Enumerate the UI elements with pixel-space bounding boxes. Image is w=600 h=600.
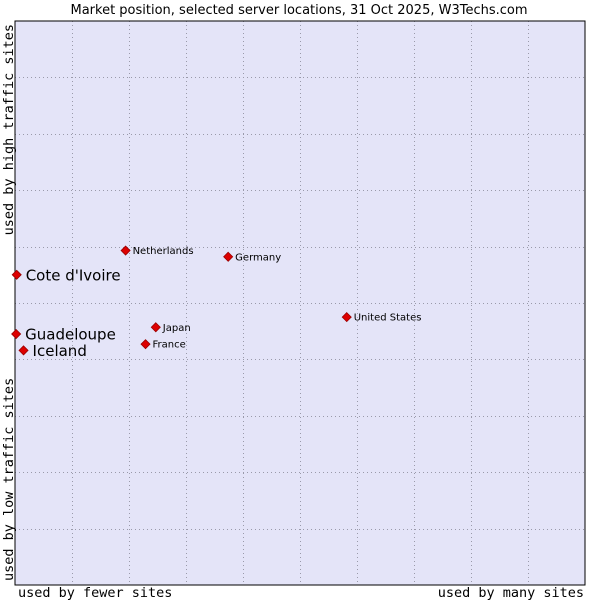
point-germany	[223, 251, 234, 262]
point-united-states	[341, 312, 352, 323]
point-france	[140, 339, 151, 350]
plot-frame	[14, 20, 586, 586]
x-axis-label-right: used by many sites	[438, 585, 584, 600]
point-label-iceland: Iceland	[33, 342, 87, 360]
point-iceland	[18, 345, 29, 356]
x-axis-label-left: used by fewer sites	[18, 585, 172, 600]
chart-title: Market position, selected server locatio…	[70, 3, 527, 18]
point-label-united-states: United States	[354, 313, 422, 324]
point-label-netherlands: Netherlands	[133, 246, 194, 257]
point-label-japan: Japan	[162, 323, 191, 334]
point-label-guadeloupe: Guadeloupe	[25, 326, 116, 344]
point-cote-d-ivoire	[11, 269, 22, 280]
point-label-germany: Germany	[235, 252, 281, 263]
y-axis-label-bottom: used by low traffic sites	[1, 378, 17, 581]
point-japan	[150, 322, 161, 333]
grid-lines	[15, 21, 585, 585]
point-netherlands	[120, 245, 131, 256]
data-points: Netherlands Germany Cote d'Ivoire United St…	[11, 245, 422, 360]
y-axis-label-top: used by high traffic sites	[1, 24, 17, 235]
point-label-france: France	[153, 340, 186, 351]
point-guadeloupe	[11, 328, 22, 340]
point-label-cote-d-ivoire: Cote d'Ivoire	[26, 266, 121, 284]
